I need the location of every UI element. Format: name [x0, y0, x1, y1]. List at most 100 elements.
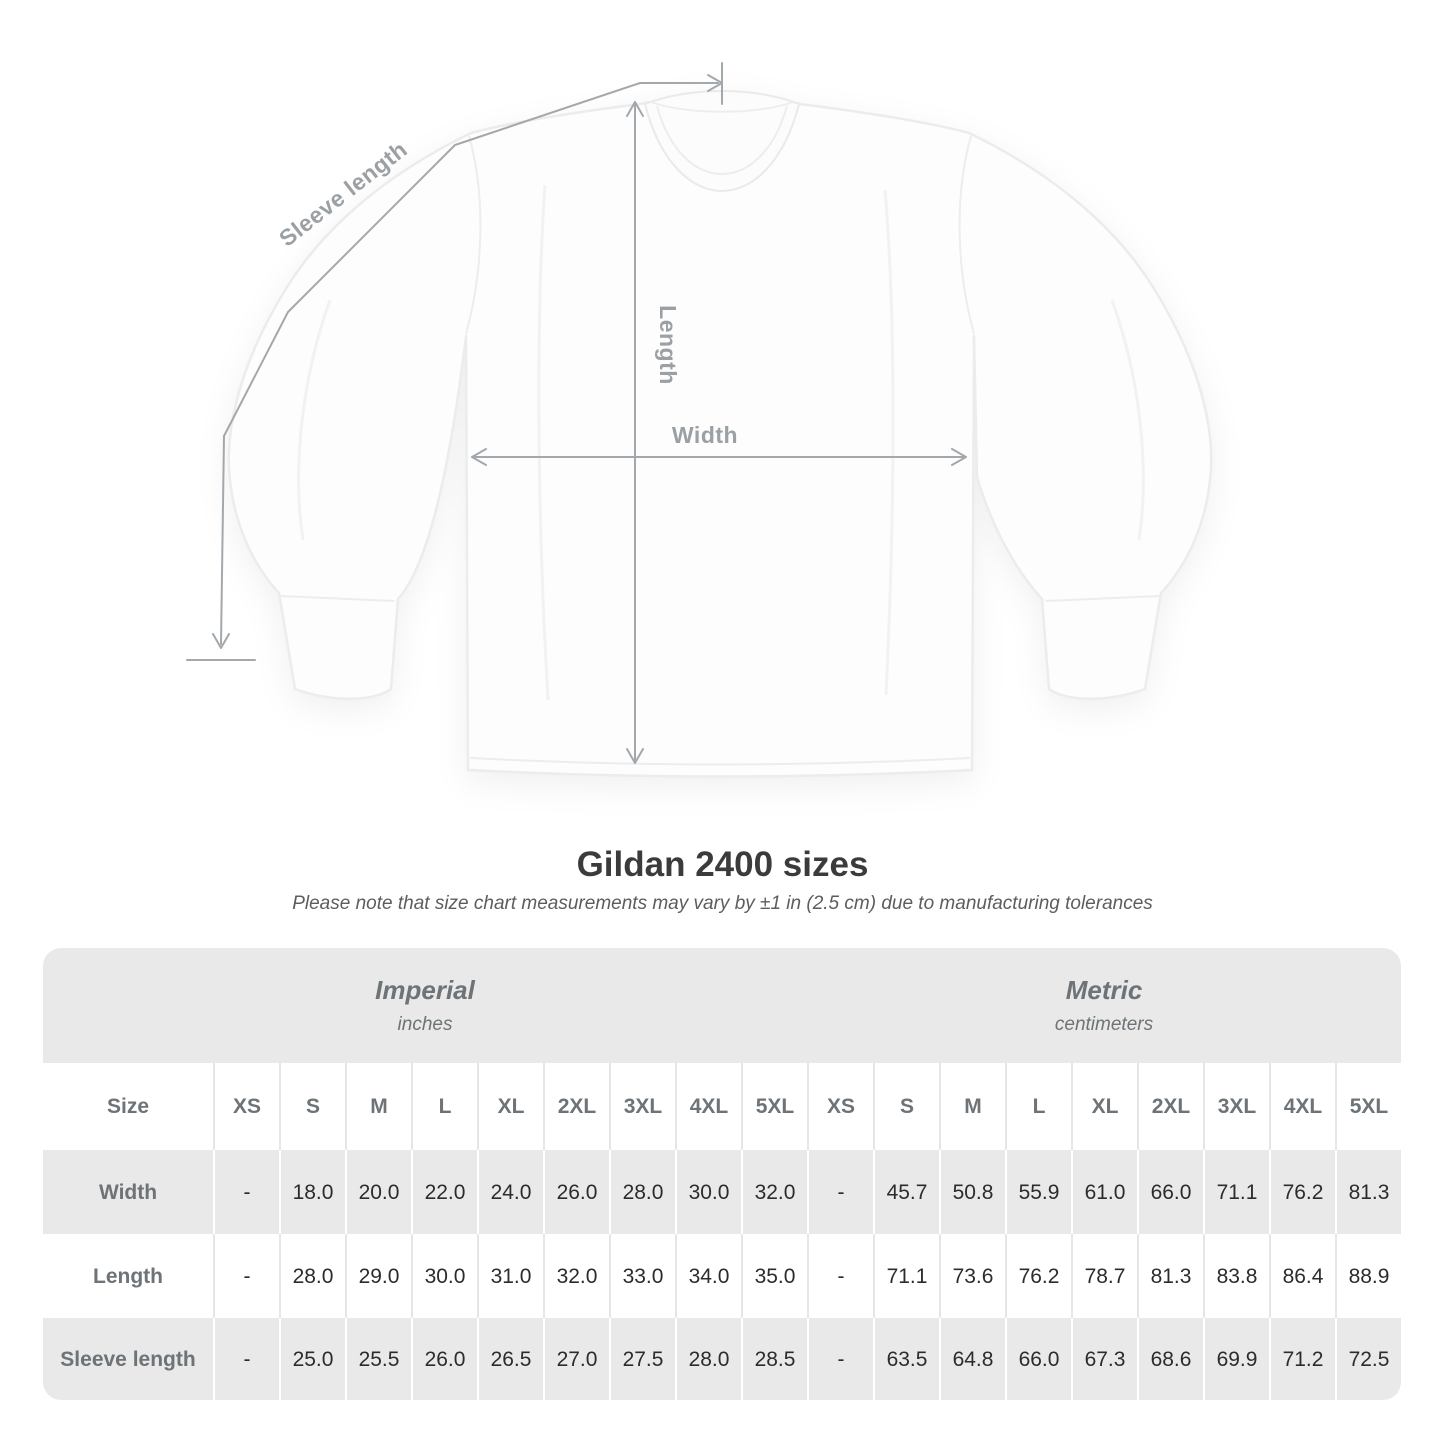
measurement-value: 78.7 [1071, 1234, 1137, 1318]
measurement-value: - [807, 1234, 873, 1318]
measurement-value: - [807, 1318, 873, 1400]
size-column-header: XL [477, 1063, 543, 1150]
size-column-header: 3XL [1203, 1063, 1269, 1150]
unit-name: Metric [1065, 975, 1143, 1005]
row-label: Length [93, 1264, 163, 1288]
measurement-value: 27.5 [609, 1318, 675, 1400]
measurement-value: 81.3 [1335, 1150, 1401, 1234]
size-column-header: XS [807, 1063, 873, 1150]
measurement-value: 71.1 [1203, 1150, 1269, 1234]
size-column-header: 4XL [675, 1063, 741, 1150]
measurement-value: 26.0 [543, 1150, 609, 1234]
measurement-value: 28.0 [609, 1150, 675, 1234]
measurement-value: 68.6 [1137, 1318, 1203, 1400]
size-column-header: L [411, 1063, 477, 1150]
measurement-value: - [213, 1150, 279, 1234]
measurement-value: 63.5 [873, 1318, 939, 1400]
sleeve-length-row: Sleeve length -25.0 25.5 26.0 26.5 27.0 27.5 28… [43, 1318, 1401, 1400]
measurement-value: 29.0 [345, 1234, 411, 1318]
long-sleeve-shirt [227, 89, 1213, 778]
measurement-value: 64.8 [939, 1318, 1005, 1400]
measurement-value: 76.2 [1005, 1234, 1071, 1318]
measurement-value: 69.9 [1203, 1318, 1269, 1400]
measurement-value: 45.7 [873, 1150, 939, 1234]
sleeve-length-arrow [186, 62, 723, 661]
measurement-value: 28.0 [675, 1318, 741, 1400]
size-table: Imperial inches Metric centimeters Size X… [43, 948, 1401, 1400]
measurement-value: 83.8 [1203, 1234, 1269, 1318]
measurement-value: 31.0 [477, 1234, 543, 1318]
measurement-value: 81.3 [1137, 1234, 1203, 1318]
row-label: Sleeve length [60, 1347, 196, 1371]
measurement-value: 66.0 [1005, 1318, 1071, 1400]
size-column-header: M [939, 1063, 1005, 1150]
width-row: Width -18.0 20.0 22.0 24.0 26.0 28.0 30.0 32.0-4… [43, 1150, 1401, 1234]
measurement-value: 55.9 [1005, 1150, 1071, 1234]
size-column-header: XS [213, 1063, 279, 1150]
size-header-row: Size XS S M L XL 2XL 3XL 4XL 5XL XS S M L XL 2XL 3XL 4XL 5… [43, 1063, 1401, 1150]
measurement-value: 71.2 [1269, 1318, 1335, 1400]
size-column-header: S [873, 1063, 939, 1150]
unit-subtitle: centimeters [1054, 1014, 1154, 1035]
measurement-value: 26.5 [477, 1318, 543, 1400]
width-label: Width [672, 422, 738, 448]
size-column-header: 3XL [609, 1063, 675, 1150]
size-column-header: 5XL [741, 1063, 807, 1150]
fabric-folds [297, 184, 1145, 701]
measurement-value: 61.0 [1071, 1150, 1137, 1234]
crew-collar [643, 89, 801, 193]
unit-name: Imperial [375, 975, 475, 1005]
length-label: Length [655, 305, 681, 385]
size-column-header: L [1005, 1063, 1071, 1150]
size-column-header: XL [1071, 1063, 1137, 1150]
measurement-value: 20.0 [345, 1150, 411, 1234]
size-column-header: 2XL [543, 1063, 609, 1150]
size-column-header: 4XL [1269, 1063, 1335, 1150]
size-table-body: Size XS S M L XL 2XL 3XL 4XL 5XL XS S M L XL 2XL 3XL 4XL 5… [43, 1063, 1401, 1400]
length-row: Length -28.0 29.0 30.0 31.0 32.0 33.0 34.0 35.0-… [43, 1234, 1401, 1318]
measurement-value: 73.6 [939, 1234, 1005, 1318]
measurement-value: 28.0 [279, 1234, 345, 1318]
measurement-value: 86.4 [1269, 1234, 1335, 1318]
unit-header-imperial: Imperial inches [43, 948, 807, 1063]
size-column-header: S [279, 1063, 345, 1150]
page-title: Gildan 2400 sizes [576, 845, 869, 884]
shirt-diagram: Sleeve length Length Width [186, 62, 1213, 778]
measurement-value: - [213, 1234, 279, 1318]
measurement-value: - [807, 1150, 873, 1234]
width-arrow [471, 448, 967, 466]
row-label: Size [106, 1095, 150, 1118]
tolerance-note: Please note that size chart measurements… [292, 893, 1153, 914]
shirt-illustration: Sleeve length Length Width [186, 62, 1213, 778]
measurement-value: 24.0 [477, 1150, 543, 1234]
measurement-value: 32.0 [543, 1234, 609, 1318]
size-column-header: 2XL [1137, 1063, 1203, 1150]
measurement-value: 27.0 [543, 1318, 609, 1400]
size-column-header: 5XL [1335, 1063, 1401, 1150]
measurement-value: 50.8 [939, 1150, 1005, 1234]
measurement-value: 25.5 [345, 1318, 411, 1400]
row-label: Width [98, 1180, 158, 1204]
seams [279, 135, 1161, 766]
measurement-value: 34.0 [675, 1234, 741, 1318]
unit-subtitle: inches [397, 1014, 453, 1035]
measurement-value: 88.9 [1335, 1234, 1401, 1318]
measurement-value: 32.0 [741, 1150, 807, 1234]
measurement-value: 25.0 [279, 1318, 345, 1400]
measurement-value: 71.1 [873, 1234, 939, 1318]
measurement-value: - [213, 1318, 279, 1400]
measurement-value: 35.0 [741, 1234, 807, 1318]
measurement-value: 33.0 [609, 1234, 675, 1318]
measurement-value: 30.0 [675, 1150, 741, 1234]
unit-header-row: Imperial inches Metric centimeters [43, 948, 1401, 1063]
measurement-value: 76.2 [1269, 1150, 1335, 1234]
length-arrow [626, 101, 644, 764]
measurement-value: 28.5 [741, 1318, 807, 1400]
size-column-header: M [345, 1063, 411, 1150]
measurement-value: 72.5 [1335, 1318, 1401, 1400]
measurement-value: 66.0 [1137, 1150, 1203, 1234]
measurement-value: 30.0 [411, 1234, 477, 1318]
measurement-value: 22.0 [411, 1150, 477, 1234]
measurement-value: 67.3 [1071, 1318, 1137, 1400]
